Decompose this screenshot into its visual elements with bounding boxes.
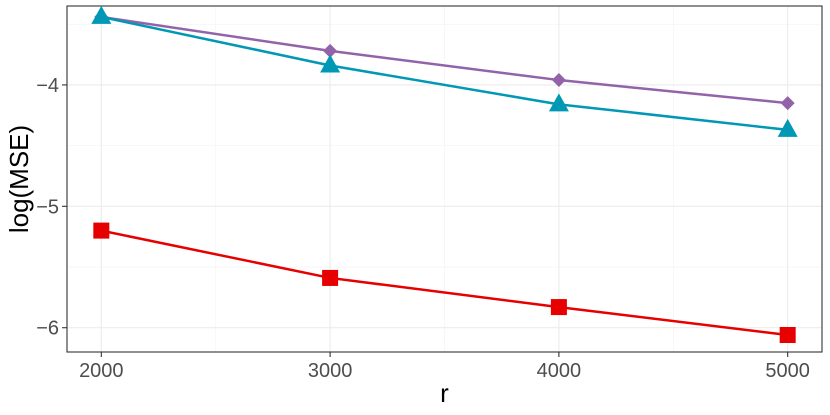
plot-border [66,5,823,353]
square-marker [779,327,796,344]
x-tick-label: 4000 [537,360,582,382]
triangle-marker [777,118,798,137]
y-tick-label: −4 [36,75,59,97]
series-line-1 [101,15,788,105]
triangle-marker [320,54,341,73]
series-line-3 [101,229,788,337]
axis-ticks: 2000 3000 4000 5000 −4 −5 −6 [36,75,810,382]
x-tick-label: 2000 [79,360,124,382]
triangle-marker [548,93,569,112]
square-marker [93,222,110,239]
x-tick-label: 5000 [765,360,810,382]
y-tick-label: −5 [36,196,59,218]
y-axis-title: log(MSE) [4,125,34,233]
triangle-marker [91,5,112,24]
diamond-marker [780,96,795,111]
x-axis-title: r [440,378,449,408]
minor-gridlines [67,6,822,352]
diamond-marker [551,73,566,88]
square-marker [322,269,339,286]
series-line-2 [101,15,788,132]
y-tick-label: −6 [36,318,59,340]
series-layer [91,5,798,344]
x-tick-label: 3000 [308,360,353,382]
square-marker [550,299,567,316]
diamond-marker [323,43,338,58]
